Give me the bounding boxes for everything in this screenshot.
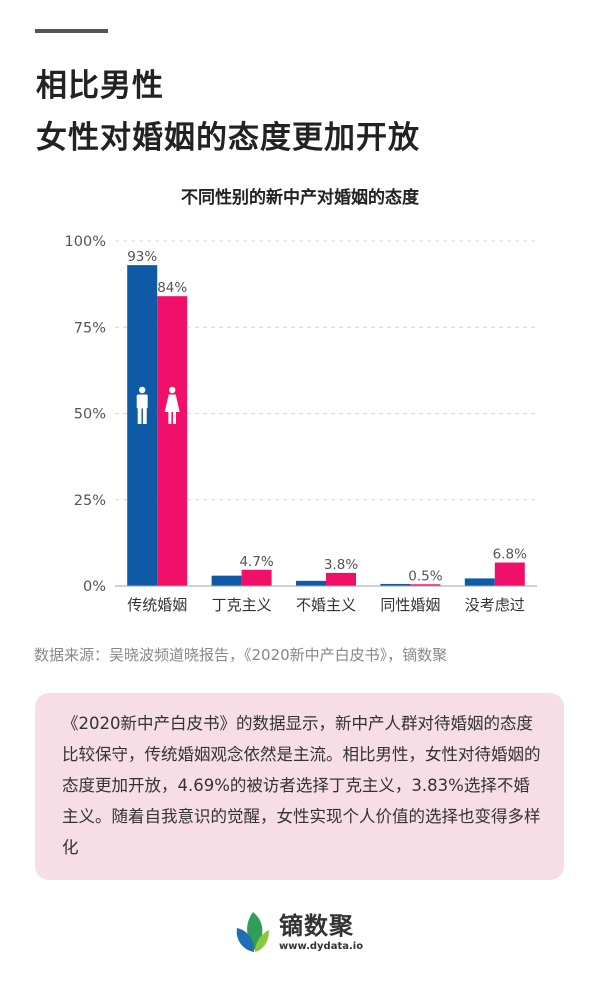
data-label: 3.8% (324, 557, 358, 573)
bar-male (464, 578, 495, 586)
logo-url: www.dydata.io (279, 940, 364, 952)
male-person-icon (136, 386, 148, 424)
y-tick-label: 100% (65, 234, 106, 250)
data-label: 4.7% (239, 554, 273, 570)
x-tick-label: 不婚主义 (296, 596, 356, 614)
summary-box: 《2020新中产白皮书》的数据显示，新中产人群对待婚姻的态度比较保守，传统婚姻观… (35, 693, 564, 880)
summary-text: 《2020新中产白皮书》的数据显示，新中产人群对待婚姻的态度比较保守，传统婚姻观… (62, 714, 541, 857)
bar-male (296, 580, 326, 586)
y-tick-label: 50% (74, 407, 106, 423)
bar-chart: 0% 25% 50% 75% 100% 93%84% 传统婚姻 4.7% 丁克主义 3.8% 不婚主… (65, 234, 537, 614)
x-tick-label: 同性婚姻 (380, 596, 440, 614)
bar-male (127, 265, 158, 586)
bar-male (211, 575, 242, 586)
data-label: 0.5% (408, 568, 442, 584)
bar-female (410, 584, 441, 586)
brand-logo[interactable]: 镝数聚 www.dydata.io (233, 910, 363, 954)
y-tick-label: 25% (74, 493, 106, 509)
headline-line-1: 相比男性 (36, 68, 164, 104)
leaf-logo-icon (236, 912, 269, 952)
x-tick-label: 没考虑过 (465, 596, 525, 614)
x-tick-label: 传统婚姻 (127, 596, 187, 614)
data-label: 84% (157, 280, 187, 296)
headline: 相比男性 女性对婚姻的态度更加开放 (36, 60, 420, 164)
bar-female (494, 562, 525, 586)
y-tick-label: 75% (74, 320, 106, 336)
y-tick-label: 0% (83, 579, 106, 595)
bar-female (326, 572, 356, 586)
data-label: 93% (127, 249, 157, 265)
bar-male (380, 583, 411, 586)
headline-line-2: 女性对婚姻的态度更加开放 (36, 120, 420, 156)
bar-female (157, 296, 188, 586)
data-label: 6.8% (493, 547, 527, 563)
x-tick-label: 丁克主义 (212, 596, 272, 614)
bar-female (241, 569, 272, 586)
data-source: 数据来源：吴晓波频道晓报告，《2020新中产白皮书》，镝数聚 (34, 646, 448, 664)
chart-title: 不同性别的新中产对婚姻的态度 (181, 188, 419, 208)
accent-bar (35, 29, 108, 33)
logo-name: 镝数聚 (279, 911, 354, 940)
female-person-icon (164, 386, 180, 424)
